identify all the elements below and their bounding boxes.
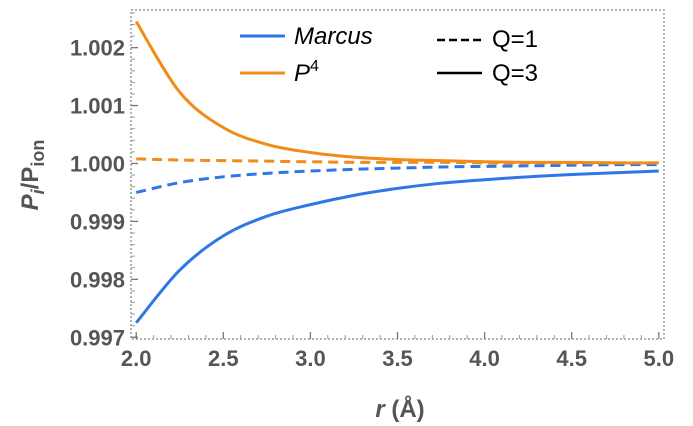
y-tick-label: 0.998 (70, 267, 125, 292)
y-label-main: P (17, 193, 44, 210)
y-label-sub-ion: ion (28, 140, 48, 167)
y-axis-label: Pi/Pion (17, 140, 48, 211)
y-axis-label-text: Pi/Pion (17, 140, 48, 211)
y-tick-label: 0.997 (70, 325, 125, 350)
legend-label-p4: P4 (294, 58, 319, 87)
series-marcus-q1 (135, 163, 659, 194)
x-tick-label: 3.0 (295, 346, 326, 371)
ticks-layer: 2.0 2.5 3.0 3.5 4.0 4.5 5.0 0.997 0.998 0.999 1.00… (70, 12, 674, 371)
y-tick-label: 0.999 (70, 209, 125, 234)
y-tick-label: 1.002 (70, 36, 125, 61)
y-label-sub-i: i (28, 188, 48, 194)
x-tick-label: 2.0 (121, 346, 152, 371)
x-label-unit: (Å) (385, 395, 425, 423)
legend: Marcus P4 Q=1 Q=3 (240, 23, 538, 87)
x-tick-label: 2.5 (208, 346, 239, 371)
y-label-slash: /P (17, 167, 44, 190)
legend-label-q3: Q=3 (492, 60, 538, 87)
y-tick-label: 1.000 (70, 151, 125, 176)
legend-label-q1: Q=1 (492, 26, 538, 53)
x-label-var: r (375, 396, 386, 423)
series-p4-q1 (136, 157, 659, 165)
x-tick-label: 3.5 (382, 346, 413, 371)
x-tick-label: 4.5 (556, 346, 587, 371)
x-tick-label: 5.0 (643, 346, 674, 371)
legend-label-p4-sup: 4 (310, 58, 319, 75)
y-tick-label: 1.001 (70, 94, 125, 119)
x-tick-label: 4.0 (469, 346, 500, 371)
series-marcus-q3 (135, 169, 659, 324)
x-axis-label: r (Å) (375, 395, 424, 423)
series-p4-q3 (134, 20, 659, 165)
series-layer (134, 20, 659, 324)
legend-label-p4-main: P (294, 60, 310, 87)
legend-label-marcus: Marcus (294, 23, 373, 50)
